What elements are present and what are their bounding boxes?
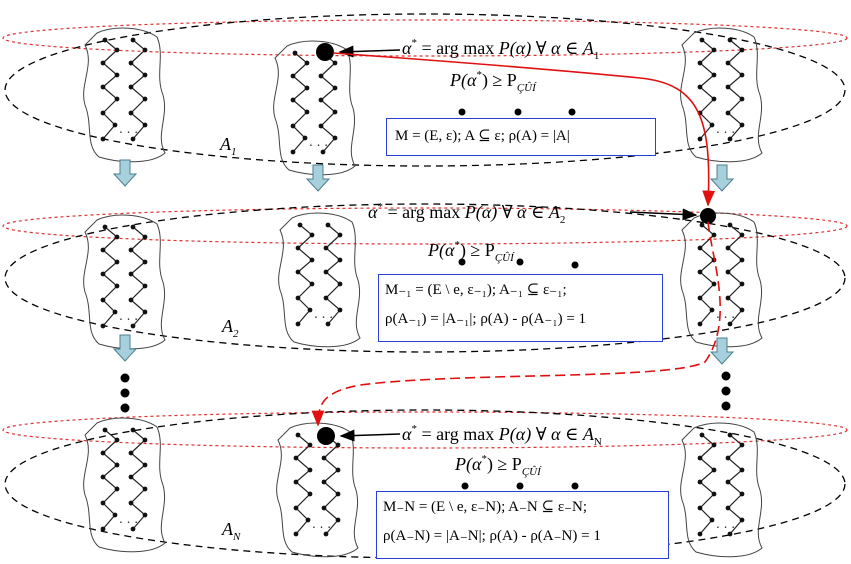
box-line: M₋N = (E \ e, ε₋N); A₋N ⊆ ε₋N; (383, 499, 588, 515)
level-2 (2, 203, 848, 353)
down-arrow-icon (710, 164, 734, 192)
level-label-1: A1 (219, 134, 237, 158)
selected-node-dot (316, 43, 334, 61)
threshold-equation-2: P(α*) ≥ PÇÛÍ (427, 239, 515, 264)
box-line: ρ(A₋N) = |A₋N|; ρ(A) - ρ(A₋N) = 1 (383, 527, 601, 544)
ellipsis-dots-icon (120, 371, 731, 413)
matroid-definition-box-1: M = (E, ε); A ⊆ ε; ρ(A) = |A| (386, 118, 656, 156)
graph-node-icon (278, 212, 361, 348)
level-n-dotted-ring (2, 411, 848, 449)
graph-node-icon (273, 40, 356, 176)
level-1-ellipse (4, 13, 846, 167)
level-label-2: A2 (221, 316, 239, 340)
level-2-dotted-ring (2, 207, 848, 245)
graph-node-icon (276, 422, 359, 558)
level-2-ellipse (4, 203, 846, 353)
box-line: M = (E, ε); A ⊆ ε; ρ(A) = |A| (395, 128, 570, 144)
level-1 (2, 13, 848, 176)
level-label-n: AN (221, 519, 241, 543)
selection-path-1-2 (332, 52, 716, 207)
argmax-equation-1: α* = arg max P(α) ∀ α ∈ A1 (402, 37, 599, 62)
selected-node-dot (700, 208, 716, 224)
argmax-equation-2: α* = arg max P(α) ∀ α ∈ A2 (368, 201, 565, 226)
box-line: M₋₁ = (E \ e, ε₋₁); A₋₁ ⊆ ε₋₁; (385, 282, 567, 298)
box-line: ρ(A₋₁) = |A₋₁|; ρ(A) - ρ(A₋₁) = 1 (385, 310, 587, 327)
selection-path-2-n (311, 221, 721, 427)
graph-node-icon (83, 27, 166, 163)
argmax-equation-n: α* = arg max P(α) ∀ α ∈ AN (402, 423, 602, 448)
matroid-definition-box-n: M₋N = (E \ e, ε₋N); A₋N ⊆ ε₋N; ρ(A₋N) = … (376, 491, 669, 559)
graph-node-icon (680, 27, 763, 163)
graph-node-icon (680, 212, 763, 348)
threshold-equation-n: P(α*) ≥ PÇÛÍ (454, 453, 542, 478)
ellipsis-dots-icon (458, 258, 579, 269)
ellipsis-dots-icon (461, 482, 579, 490)
graph-node-icon (83, 417, 166, 553)
level-1-dotted-ring (2, 19, 848, 57)
selected-node-dot (317, 427, 335, 445)
threshold-equation-1: P(α*) ≥ PÇÛÍ (449, 69, 537, 94)
down-arrow-icon (710, 337, 734, 365)
down-arrow-icon (306, 164, 330, 192)
matroid-definition-box-2: M₋₁ = (E \ e, ε₋₁); A₋₁ ⊆ ε₋₁; ρ(A₋₁) = … (378, 274, 663, 342)
graph-node-icon (83, 214, 166, 350)
ellipsis-dots-icon (458, 108, 576, 116)
down-arrow-icon (113, 159, 137, 187)
